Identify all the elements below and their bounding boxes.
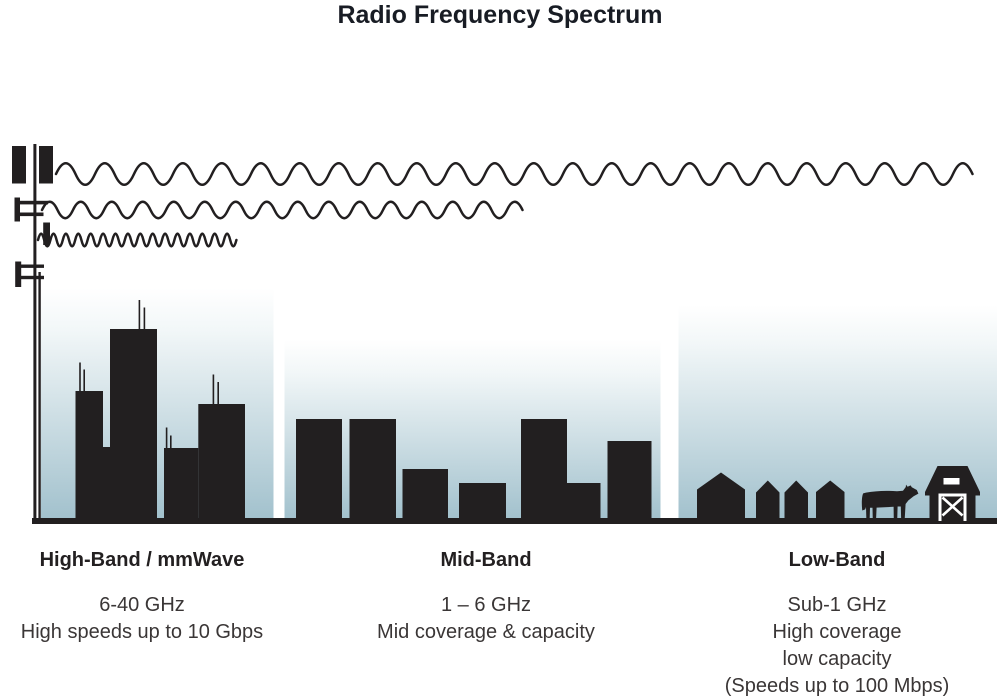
mid-rise-building-icon bbox=[459, 483, 506, 521]
mid-band-wave-icon bbox=[40, 200, 524, 220]
detail-line: low capacity bbox=[782, 648, 892, 670]
antenna-panel-low-left bbox=[15, 261, 22, 287]
mid-rise-building-icon bbox=[296, 419, 342, 521]
tower-crossbar bbox=[19, 264, 44, 268]
cow-icon bbox=[861, 484, 919, 521]
antenna-panel-mid-left bbox=[14, 197, 20, 222]
section-label-low-band: Low-Band bbox=[788, 549, 886, 571]
frequency-label: 6-40 GHz bbox=[99, 594, 185, 616]
detail-line: Mid coverage & capacity bbox=[377, 621, 595, 643]
frequency-label: Sub-1 GHz bbox=[787, 594, 887, 616]
section-label-high-band: High-Band / mmWave bbox=[39, 549, 245, 571]
high-band-wave-icon bbox=[36, 232, 238, 248]
skyscraper-icon bbox=[164, 448, 199, 521]
low-band-wave-icon bbox=[54, 161, 974, 187]
mid-band-buildings bbox=[296, 419, 652, 521]
skyscraper-icon bbox=[198, 404, 245, 521]
tower-crossbar bbox=[19, 275, 44, 280]
diagram-title: Radio Frequency Spectrum bbox=[337, 1, 663, 29]
rooftop-antenna bbox=[138, 300, 141, 330]
rooftop-antenna bbox=[143, 307, 146, 330]
rooftop-antenna bbox=[79, 362, 81, 392]
cell-tower-icon bbox=[12, 144, 53, 521]
house-icon bbox=[697, 472, 745, 521]
spectrum-illustration bbox=[12, 144, 997, 524]
mid-band-label-block: Mid-Band 1 – 6 GHz Mid coverage & capaci… bbox=[336, 549, 636, 646]
detail-line: (Speeds up to 100 Mbps) bbox=[724, 675, 950, 697]
tower-crossbar bbox=[19, 212, 44, 217]
mid-rise-building-icon bbox=[567, 483, 601, 521]
barn-loft-vent bbox=[943, 478, 960, 485]
rooftop-antenna bbox=[165, 427, 168, 449]
tower-mast-secondary bbox=[38, 272, 41, 521]
tower-mast bbox=[33, 144, 37, 521]
house-icon bbox=[784, 480, 808, 521]
antenna-panel-mid-right bbox=[43, 222, 50, 245]
frequency-label: 1 – 6 GHz bbox=[440, 594, 532, 616]
skyscraper-icon bbox=[103, 447, 110, 521]
mid-rise-building-icon bbox=[349, 419, 396, 521]
high-band-label-block: High-Band / mmWave 6-40 GHz High speeds … bbox=[0, 549, 292, 646]
tower-crossbar bbox=[19, 200, 48, 205]
house-icon bbox=[756, 480, 780, 521]
section-label-mid-band: Mid-Band bbox=[440, 549, 532, 571]
antenna-panel-right bbox=[39, 146, 53, 184]
skyscraper-icon bbox=[110, 329, 157, 521]
low-band-scene bbox=[697, 466, 980, 521]
detail-line: High coverage bbox=[772, 621, 902, 643]
antenna-panel-left bbox=[12, 146, 26, 184]
house-icon bbox=[816, 480, 845, 521]
rooftop-antenna bbox=[83, 369, 85, 392]
barn-icon bbox=[925, 466, 980, 521]
ground-line bbox=[32, 518, 997, 524]
skyscraper-icon bbox=[75, 391, 103, 521]
high-band-skyline bbox=[75, 300, 245, 521]
mid-rise-building-icon bbox=[521, 419, 567, 521]
rooftop-antenna bbox=[212, 374, 215, 405]
low-band-label-block: Low-Band Sub-1 GHz High coverage low cap… bbox=[687, 549, 987, 700]
detail-line: High speeds up to 10 Gbps bbox=[20, 621, 264, 643]
rooftop-antenna bbox=[217, 382, 219, 405]
barn-door-cross-brace bbox=[941, 496, 964, 517]
rooftop-antenna bbox=[170, 435, 172, 449]
mid-rise-building-icon bbox=[607, 441, 652, 521]
mid-rise-building-icon bbox=[402, 469, 448, 521]
